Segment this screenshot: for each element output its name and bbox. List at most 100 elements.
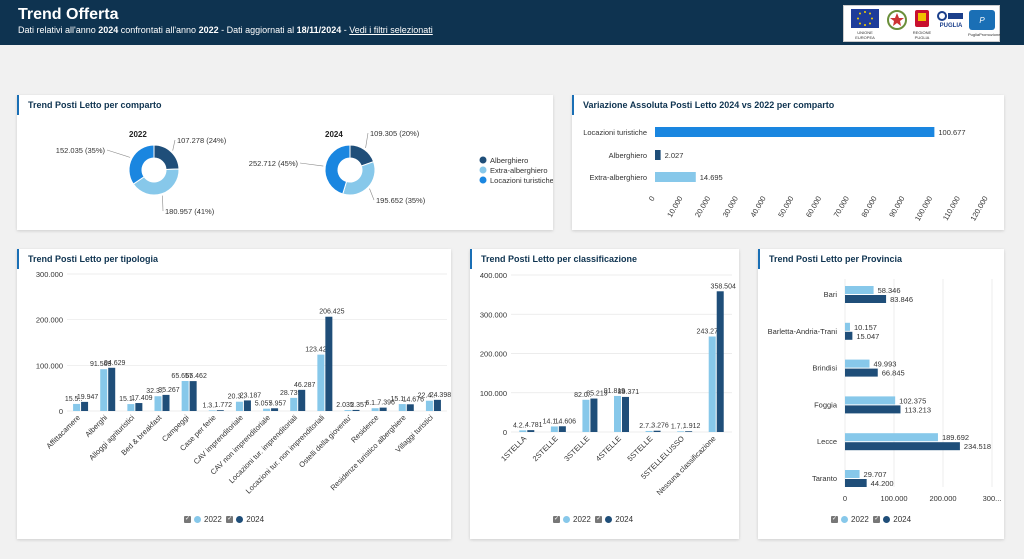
bar-value-label: 243.276	[697, 329, 722, 336]
bar-value-label: 32.3..	[146, 388, 164, 395]
bar-2022-alberghi	[100, 369, 108, 411]
category-label: Locazioni turistiche	[583, 128, 647, 137]
bar-2022-foggia	[845, 396, 896, 405]
bar-2022-villaggi-turistici	[425, 400, 433, 411]
bar-value-label: 100.677	[938, 128, 965, 137]
legend-label: Alberghiero	[490, 156, 528, 165]
donut-leader-line	[365, 132, 369, 149]
bar-2024-affittacamere	[81, 401, 89, 411]
bar-value-label: 1.3..	[202, 402, 216, 409]
bar-value-label: 23.187	[240, 392, 262, 399]
updated-date: 18/11/2024	[296, 25, 342, 35]
bar-value-label: 1.912	[683, 423, 701, 430]
bar-value-label: 19.947	[77, 394, 99, 401]
card-title-classificazione: Trend Posti Letto per classificazione	[470, 249, 637, 269]
x-tick-label: 110.000	[941, 195, 962, 223]
bar-value-label: 5.057	[255, 401, 273, 408]
bar-value-label: 49.993	[873, 360, 896, 369]
bar-value-label: 206.425	[319, 309, 344, 316]
bar-value-label: 28.739	[280, 390, 302, 397]
card-provincia: Trend Posti Letto per Provincia 0 100.000…	[758, 249, 1004, 539]
bar-2024-1stella	[527, 430, 535, 432]
por-logo-icon	[937, 11, 963, 21]
bar-value-label: 17.409	[131, 395, 153, 402]
category-label: Lecce	[817, 437, 837, 446]
bar-value-label: 35.267	[158, 387, 180, 394]
puglia-logo-label: REGIONE PUGLIA	[912, 30, 932, 40]
category-label: 3STELLE	[562, 434, 591, 463]
checkbox-2022[interactable]	[553, 515, 560, 524]
legend-dot-locazioni-turistiche	[479, 176, 487, 184]
bar-2022-5stellelusso	[677, 431, 685, 432]
x-tick-label: 90.000	[887, 195, 906, 219]
bar-2022-2stelle	[550, 426, 558, 432]
bar-2024-villaggi-turistici	[433, 399, 441, 411]
chart-variazione: Locazioni turistiche 100.677 Alberghiero 2.…	[583, 127, 990, 223]
bar-2022-4stelle	[614, 395, 621, 432]
chart-classificazione: 0100.000200.000300.000400.0004.2..4.7811…	[480, 271, 736, 497]
x-tick-label: 80.000	[859, 195, 878, 219]
bar-value-label: 46.287	[294, 382, 316, 389]
y-tick-label: 0	[59, 407, 63, 416]
bar-value-label: 2.357	[350, 402, 368, 409]
puglia-promozione-label: PugliaPromozione	[968, 32, 1001, 37]
page-header: Trend Offerta Dati relativi all'anno 202…	[0, 0, 1024, 45]
x-tick-label: 0	[843, 494, 847, 503]
page-title: Trend Offerta	[18, 6, 119, 23]
card-title-provincia: Trend Posti Letto per Provincia	[758, 249, 902, 269]
checkbox-2024[interactable]	[226, 515, 234, 524]
bar-2024-residenze-turistico-alberghiere	[406, 404, 414, 411]
bar-2022-lecce	[845, 433, 938, 442]
filters-link[interactable]: Vedi i filtri selezionati	[349, 25, 433, 35]
donut-data-label: 107.278 (24%)	[177, 136, 227, 145]
donut-data-label: 109.305 (20%)	[370, 129, 420, 138]
bar-value-label: 2.7..	[639, 423, 653, 430]
y-tick-label: 400.000	[480, 271, 507, 280]
checkbox-2022[interactable]	[184, 515, 191, 524]
bar-value-label: 91.819	[604, 388, 626, 395]
legend-dot-2024	[605, 516, 613, 524]
checkbox-2024[interactable]	[595, 515, 603, 524]
category-label: Ostelli della gioventu'	[297, 413, 354, 470]
card-tipologia: Trend Posti Letto per tipologia 0 100.000…	[17, 249, 451, 539]
category-label: Foggia	[814, 400, 838, 409]
bar-locazioni-turistiche	[655, 127, 935, 137]
bar-value-label: 123.426	[305, 347, 330, 354]
bar-2022-affittacamere	[73, 403, 81, 411]
bar-2022-alloggi-agrituristici	[127, 404, 135, 411]
checkbox-2024[interactable]	[873, 515, 881, 524]
donut-slice-alberghiero	[153, 144, 180, 171]
bar-2022-residence	[371, 408, 379, 411]
donut-leader-line	[299, 162, 324, 167]
bar-value-label: 82.0..	[574, 392, 592, 399]
legend-provincia: 2022 2024	[831, 515, 911, 524]
category-label: CAV imprenditoriale	[192, 413, 245, 466]
bar-2024-5stelle	[653, 430, 661, 432]
puglia-promozione-logo: P PugliaPromozione	[968, 9, 1001, 37]
bar-2024-4stelle	[622, 396, 629, 432]
por-logo-label: PUGLIA	[939, 23, 963, 29]
bar-value-label: 14.1..	[543, 418, 561, 425]
legend-tipologia: 2022 2024	[184, 515, 264, 524]
subtitle-text-1: Dati relativi all'anno	[18, 25, 99, 35]
svg-text:P: P	[979, 16, 985, 25]
bar-2024-brindisi	[845, 368, 878, 377]
bar-value-label: 44.200	[871, 479, 894, 488]
category-label: Alberghiero	[609, 151, 647, 160]
bar-value-label: 15.047	[856, 332, 879, 341]
bar-2022-5stelle	[645, 430, 653, 432]
bar-value-label: 7.396	[377, 400, 395, 407]
italy-emblem-logo	[886, 9, 908, 34]
legend-label: Locazioni turistiche	[490, 176, 553, 185]
bar-2022-barletta-andria-trani	[845, 322, 850, 331]
bar-value-label: 3.276	[651, 423, 669, 430]
checkbox-2022[interactable]	[831, 515, 838, 524]
bar-value-label: 2.027	[665, 151, 684, 160]
eu-flag-icon	[851, 9, 879, 28]
bar-value-label: 14.695	[700, 173, 723, 182]
donut-data-label: 152.035 (35%)	[56, 146, 106, 155]
puglia-promozione-icon: P	[969, 10, 995, 30]
bar-2022-bed-breakfast	[154, 396, 162, 411]
category-label: Nessuna classificazione	[655, 434, 718, 497]
